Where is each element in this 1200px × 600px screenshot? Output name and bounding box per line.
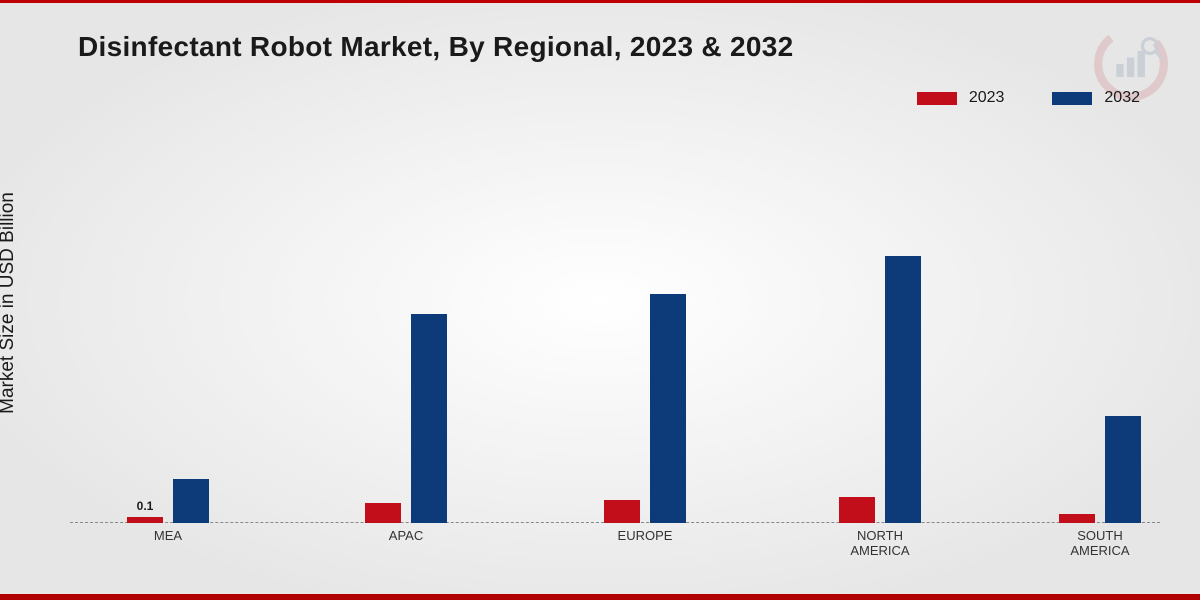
bar-group [336, 314, 476, 523]
legend: 2023 2032 [917, 89, 1140, 107]
bar-2032 [173, 479, 209, 523]
legend-item-2023: 2023 [917, 89, 1005, 107]
bar-2032 [650, 294, 686, 523]
bar-2023 [1059, 514, 1095, 523]
bar-group [575, 294, 715, 523]
bar-group [1030, 416, 1170, 523]
bar-2032 [1105, 416, 1141, 523]
legend-label-2032: 2032 [1104, 89, 1140, 107]
x-axis-category-label: NORTH AMERICA [810, 529, 950, 559]
legend-item-2032: 2032 [1052, 89, 1140, 107]
legend-swatch-2032 [1052, 92, 1092, 105]
chart-frame: Disinfectant Robot Market, By Regional, … [0, 0, 1200, 600]
bar-data-label: 0.1 [137, 499, 154, 513]
chart-title: Disinfectant Robot Market, By Regional, … [78, 31, 794, 63]
x-axis-category-label: APAC [336, 529, 476, 544]
x-axis-category-label: SOUTH AMERICA [1030, 529, 1170, 559]
plot-area: 0.1 [70, 163, 1160, 523]
bar-2023 [604, 500, 640, 523]
bar-group [810, 256, 950, 523]
y-axis-label: Market Size in USD Billion [0, 192, 19, 414]
bar-2032 [885, 256, 921, 523]
legend-label-2023: 2023 [969, 89, 1005, 107]
bar-2023: 0.1 [127, 517, 163, 523]
x-axis-category-label: EUROPE [575, 529, 715, 544]
bar-2032 [411, 314, 447, 523]
bar-2023 [365, 503, 401, 523]
x-axis-labels: MEAAPACEUROPENORTH AMERICASOUTH AMERICA [70, 529, 1160, 569]
footer-accent-bar [0, 594, 1200, 600]
bar-2023 [839, 497, 875, 523]
x-axis-category-label: MEA [98, 529, 238, 544]
legend-swatch-2023 [917, 92, 957, 105]
bar-group: 0.1 [98, 479, 238, 523]
